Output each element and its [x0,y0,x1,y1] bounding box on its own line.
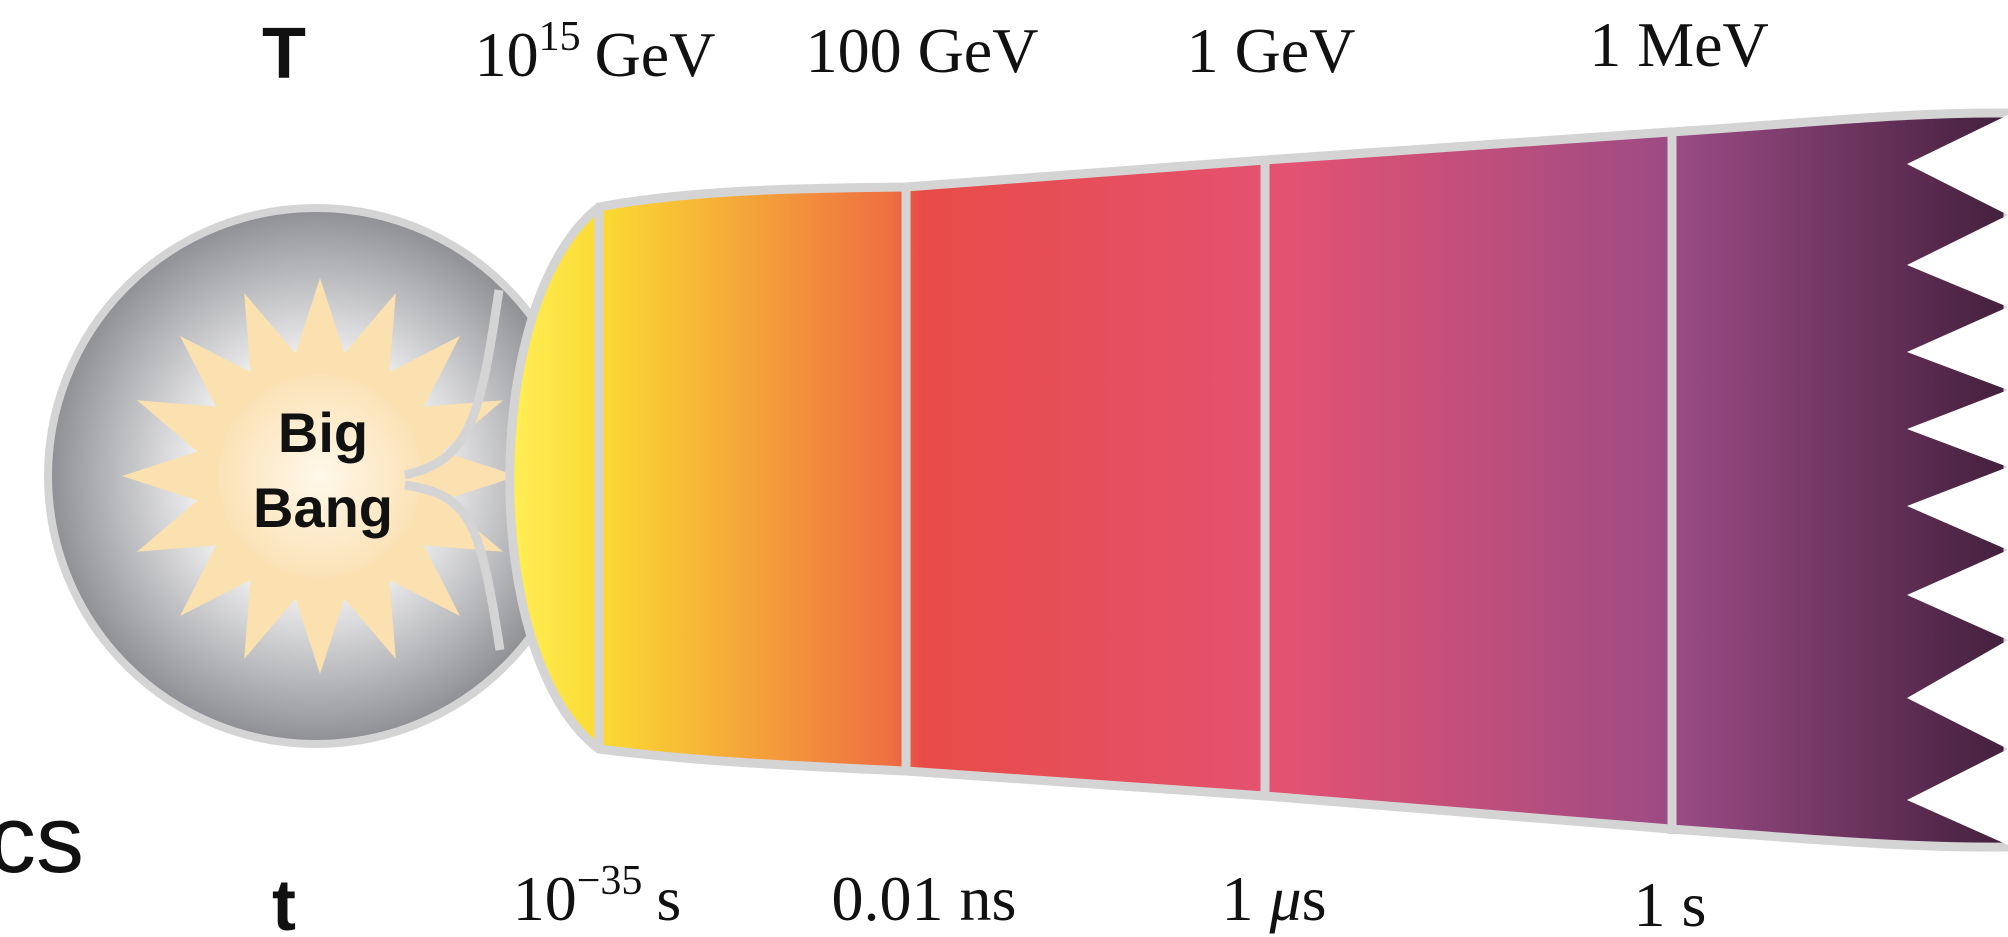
cropped-text: cs [0,786,84,893]
base: 10 [475,19,539,90]
unit: s [656,863,681,934]
value: 1 [1221,863,1253,934]
base: 10 [513,863,577,934]
temperature-label: 1 MeV [1589,9,1769,80]
unit: s [1302,863,1327,934]
time-label: 1 s [1634,869,1707,937]
label: Big [278,401,368,464]
time-label: 0.01 ns [832,863,1017,934]
prefix: μ [1268,863,1301,934]
label: Bang [253,476,393,539]
unit: GeV [595,19,716,90]
axis-symbol: t [272,866,296,937]
diagram: Big Bang T 1015GeV 100 GeV 1 GeV 1 MeV t… [0,0,2008,937]
time-label: 10−35 s [513,858,682,934]
temperature-label: 1015 GeV [475,14,716,90]
temperature-label: 1 GeV [1187,15,1356,86]
temperature-label: 100 GeV [806,15,1039,86]
exponent: −35 [577,858,643,904]
axis-symbol: T [262,14,306,94]
page: Big Bang T 1015GeV 100 GeV 1 GeV 1 MeV t… [0,0,2008,937]
universe-timeline [510,113,2008,847]
exponent: 15 [539,14,581,60]
